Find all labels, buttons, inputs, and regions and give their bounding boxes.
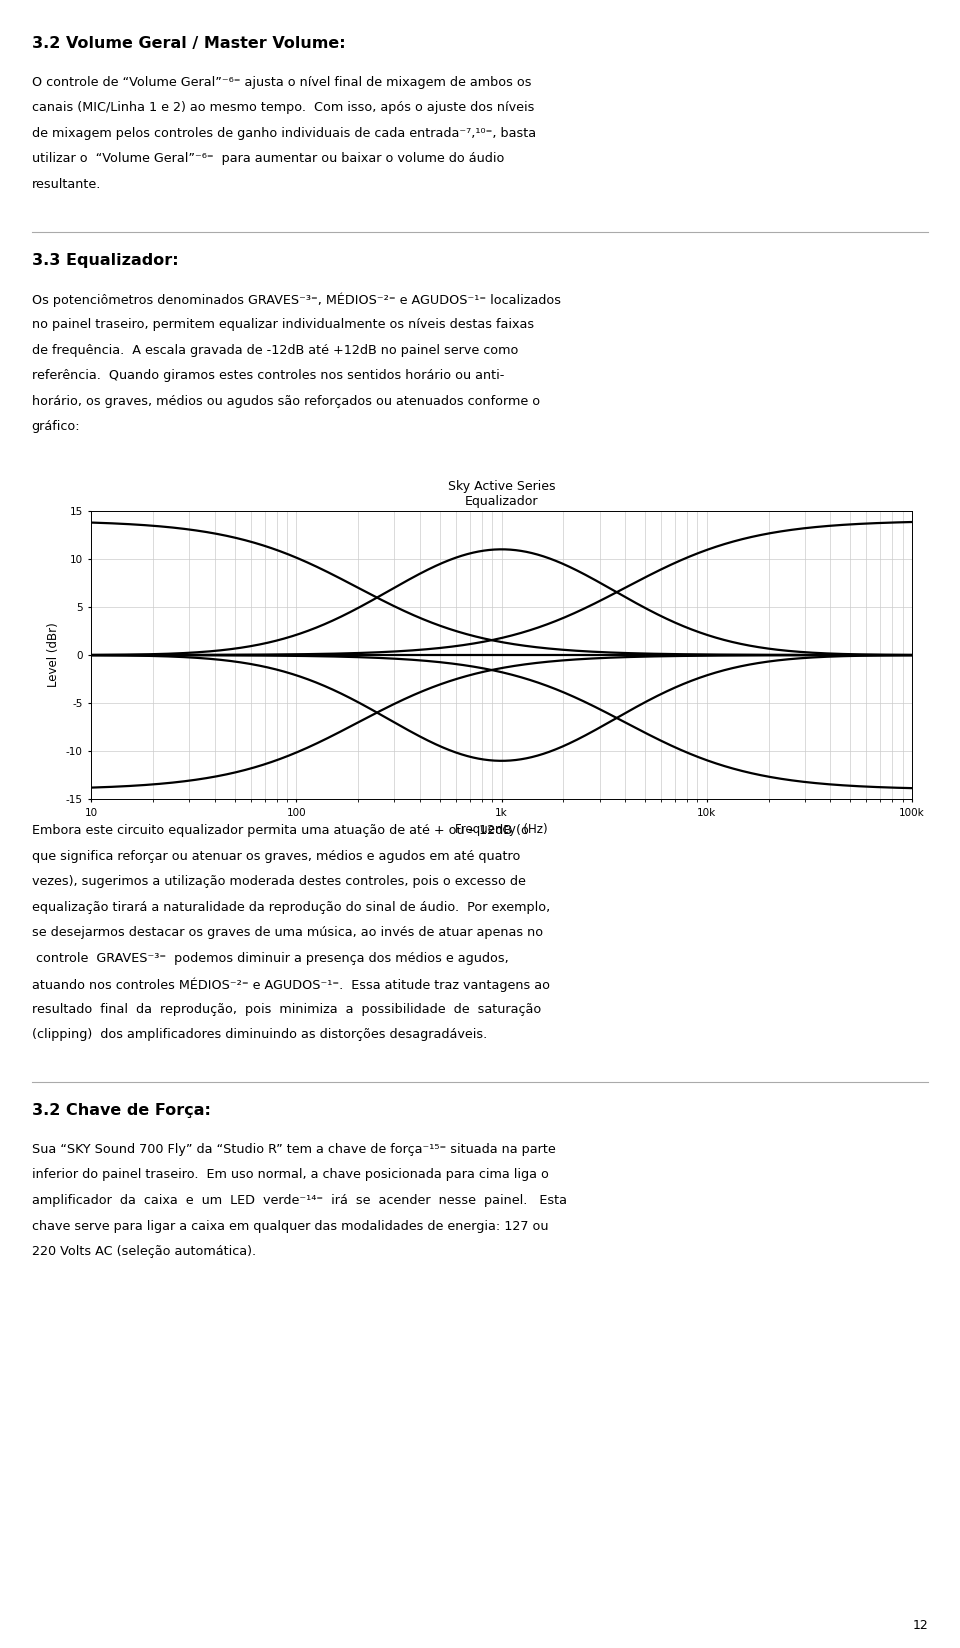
Text: O controle de “Volume Geral”⁻⁶⁼ ajusta o nível final de mixagem de ambos os: O controle de “Volume Geral”⁻⁶⁼ ajusta o… <box>32 76 531 89</box>
Text: utilizar o  “Volume Geral”⁻⁶⁼  para aumentar ou baixar o volume do áudio: utilizar o “Volume Geral”⁻⁶⁼ para aument… <box>32 153 504 165</box>
Text: resultante.: resultante. <box>32 178 101 191</box>
Text: amplificador  da  caixa  e  um  LED  verde⁻¹⁴⁼  irá  se  acender  nesse  painel.: amplificador da caixa e um LED verde⁻¹⁴⁼… <box>32 1195 566 1206</box>
Text: 12: 12 <box>913 1618 928 1632</box>
Text: que significa reforçar ou atenuar os graves, médios e agudos em até quatro: que significa reforçar ou atenuar os gra… <box>32 850 520 862</box>
Text: equalização tirará a naturalidade da reprodução do sinal de áudio.  Por exemplo,: equalização tirará a naturalidade da rep… <box>32 901 550 913</box>
Text: 3.2 Volume Geral / Master Volume:: 3.2 Volume Geral / Master Volume: <box>32 36 346 51</box>
Text: atuando nos controles MÉDIOS⁻²⁼ e AGUDOS⁻¹⁼.  Essa atitude traz vantagens ao: atuando nos controles MÉDIOS⁻²⁼ e AGUDOS… <box>32 977 550 992</box>
Text: 220 Volts AC (seleção automática).: 220 Volts AC (seleção automática). <box>32 1246 255 1257</box>
Text: no painel traseiro, permitem equalizar individualmente os níveis destas faixas: no painel traseiro, permitem equalizar i… <box>32 318 534 331</box>
Text: de frequência.  A escala gravada de -12dB até +12dB no painel serve como: de frequência. A escala gravada de -12dB… <box>32 343 518 356</box>
Y-axis label: Level (dBr): Level (dBr) <box>47 623 60 687</box>
Text: (clipping)  dos amplificadores diminuindo as distorções desagradáveis.: (clipping) dos amplificadores diminuindo… <box>32 1028 487 1042</box>
Text: Os potenciômetros denominados GRAVES⁻³⁼, MÉDIOS⁻²⁼ e AGUDOS⁻¹⁼ localizados: Os potenciômetros denominados GRAVES⁻³⁼,… <box>32 292 561 307</box>
Text: inferior do painel traseiro.  Em uso normal, a chave posicionada para cima liga : inferior do painel traseiro. Em uso norm… <box>32 1168 548 1182</box>
Text: controle  GRAVES⁻³⁼  podemos diminuir a presença dos médios e agudos,: controle GRAVES⁻³⁼ podemos diminuir a pr… <box>32 953 509 964</box>
Text: chave serve para ligar a caixa em qualquer das modalidades de energia: 127 ou: chave serve para ligar a caixa em qualqu… <box>32 1220 548 1233</box>
Text: de mixagem pelos controles de ganho individuais de cada entrada⁻⁷,¹⁰⁼, basta: de mixagem pelos controles de ganho indi… <box>32 127 536 140</box>
Text: referência.  Quando giramos estes controles nos sentidos horário ou anti-: referência. Quando giramos estes control… <box>32 369 504 382</box>
Title: Sky Active Series
Equalizador: Sky Active Series Equalizador <box>448 480 555 508</box>
Text: gráfico:: gráfico: <box>32 420 81 433</box>
Text: Embora este circuito equalizador permita uma atuação de até + ou – 12dB (o: Embora este circuito equalizador permita… <box>32 824 529 837</box>
Text: canais (MIC/Linha 1 e 2) ao mesmo tempo.  Com isso, após o ajuste dos níveis: canais (MIC/Linha 1 e 2) ao mesmo tempo.… <box>32 102 534 114</box>
X-axis label: Frequency  (Hz): Frequency (Hz) <box>455 822 548 836</box>
Text: horário, os graves, médios ou agudos são reforçados ou atenuados conforme o: horário, os graves, médios ou agudos são… <box>32 394 540 407</box>
Text: se desejarmos destacar os graves de uma música, ao invés de atuar apenas no: se desejarmos destacar os graves de uma … <box>32 926 542 939</box>
Text: 3.2 Chave de Força:: 3.2 Chave de Força: <box>32 1104 210 1119</box>
Text: vezes), sugerimos a utilização moderada destes controles, pois o excesso de: vezes), sugerimos a utilização moderada … <box>32 875 525 888</box>
Text: Sua “SKY Sound 700 Fly” da “Studio R” tem a chave de força⁻¹⁵⁼ situada na parte: Sua “SKY Sound 700 Fly” da “Studio R” te… <box>32 1144 556 1155</box>
Text: resultado  final  da  reprodução,  pois  minimiza  a  possibilidade  de  saturaç: resultado final da reprodução, pois mini… <box>32 1002 540 1015</box>
Text: 3.3 Equalizador:: 3.3 Equalizador: <box>32 252 179 269</box>
